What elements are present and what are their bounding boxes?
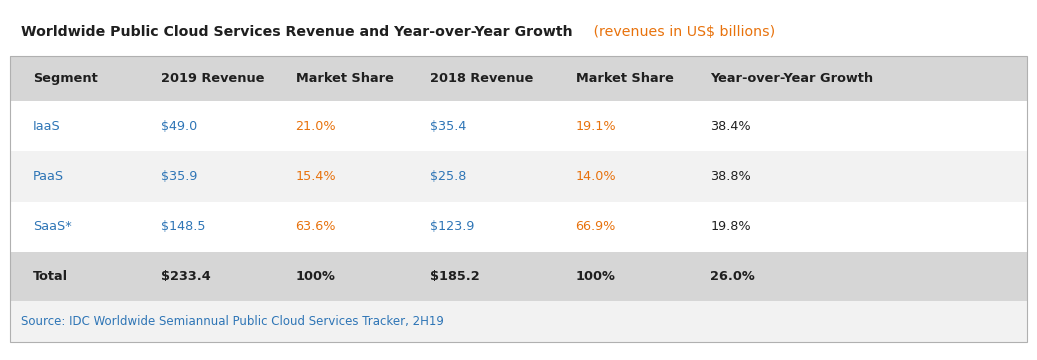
Text: 19.1%: 19.1% bbox=[576, 120, 616, 132]
Text: $185.2: $185.2 bbox=[430, 270, 480, 283]
Text: 63.6%: 63.6% bbox=[296, 220, 336, 233]
Text: Worldwide Public Cloud Services Revenue and Year-over-Year Growth: Worldwide Public Cloud Services Revenue … bbox=[21, 24, 572, 39]
Text: 2019 Revenue: 2019 Revenue bbox=[161, 72, 264, 85]
Text: $35.4: $35.4 bbox=[430, 120, 467, 132]
Text: PaaS: PaaS bbox=[33, 170, 64, 183]
Text: 100%: 100% bbox=[296, 270, 335, 283]
Text: 100%: 100% bbox=[576, 270, 615, 283]
Text: Segment: Segment bbox=[33, 72, 97, 85]
Bar bbox=[10, 353, 1027, 360]
Text: Market Share: Market Share bbox=[296, 72, 393, 85]
Text: Year-over-Year Growth: Year-over-Year Growth bbox=[710, 72, 873, 85]
Bar bbox=[10, 252, 1027, 301]
Text: $49.0: $49.0 bbox=[161, 120, 197, 132]
Text: 26.0%: 26.0% bbox=[710, 270, 755, 283]
Text: 38.4%: 38.4% bbox=[710, 120, 751, 132]
Text: $25.8: $25.8 bbox=[430, 170, 467, 183]
Bar bbox=[10, 101, 1027, 151]
Text: 2018 Revenue: 2018 Revenue bbox=[430, 72, 534, 85]
Text: 15.4%: 15.4% bbox=[296, 170, 336, 183]
Text: $233.4: $233.4 bbox=[161, 270, 211, 283]
Text: 19.8%: 19.8% bbox=[710, 220, 751, 233]
Text: SaaS*: SaaS* bbox=[33, 220, 72, 233]
Text: $35.9: $35.9 bbox=[161, 170, 197, 183]
Text: 21.0%: 21.0% bbox=[296, 120, 336, 132]
Text: 14.0%: 14.0% bbox=[576, 170, 616, 183]
Text: Source: IDC Worldwide Semiannual Public Cloud Services Tracker, 2H19: Source: IDC Worldwide Semiannual Public … bbox=[21, 315, 444, 328]
Text: $148.5: $148.5 bbox=[161, 220, 205, 233]
Text: IaaS: IaaS bbox=[33, 120, 61, 132]
Bar bbox=[10, 301, 1027, 342]
Bar bbox=[10, 56, 1027, 101]
Text: Total: Total bbox=[33, 270, 68, 283]
Text: Market Share: Market Share bbox=[576, 72, 673, 85]
Bar bbox=[10, 151, 1027, 202]
Text: 66.9%: 66.9% bbox=[576, 220, 616, 233]
Bar bbox=[10, 56, 1027, 342]
Bar bbox=[10, 202, 1027, 252]
Bar bbox=[10, 7, 1027, 56]
Text: $123.9: $123.9 bbox=[430, 220, 475, 233]
Text: (revenues in US$ billions): (revenues in US$ billions) bbox=[589, 24, 775, 39]
Text: 38.8%: 38.8% bbox=[710, 170, 751, 183]
